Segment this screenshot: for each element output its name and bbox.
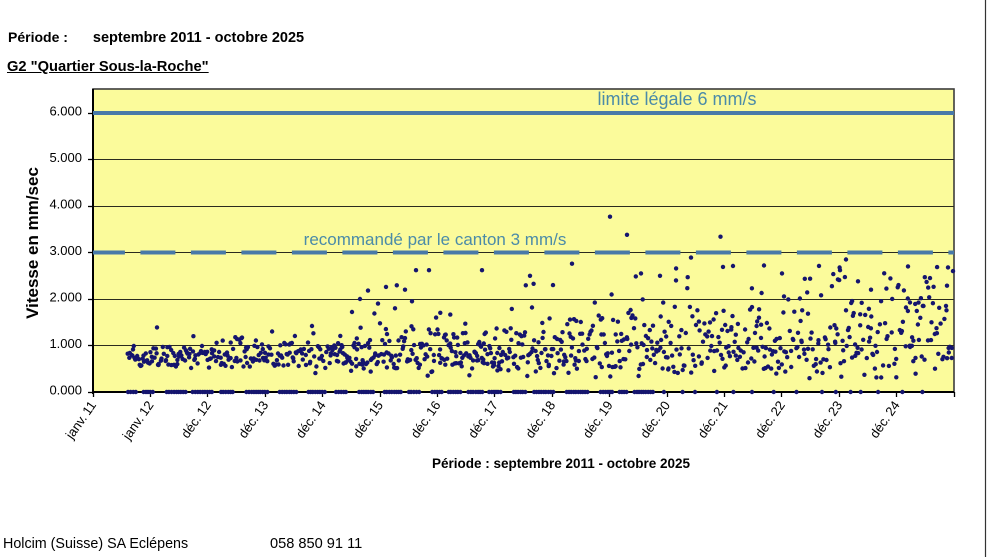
svg-text:janv. 11: janv. 11 <box>62 398 99 442</box>
svg-text:déc. 12: déc. 12 <box>178 398 214 441</box>
svg-text:janv. 12: janv. 12 <box>119 398 157 443</box>
svg-text:déc. 21: déc. 21 <box>694 398 730 441</box>
svg-text:déc. 17: déc. 17 <box>465 398 501 441</box>
svg-text:déc. 15: déc. 15 <box>350 398 386 441</box>
svg-text:3.000: 3.000 <box>49 243 82 258</box>
svg-text:déc. 20: déc. 20 <box>637 398 673 441</box>
svg-text:déc. 24: déc. 24 <box>867 398 903 441</box>
svg-text:2.000: 2.000 <box>49 290 82 305</box>
svg-text:déc. 16: déc. 16 <box>407 398 443 441</box>
svg-text:déc. 14: déc. 14 <box>293 398 329 441</box>
svg-text:5.000: 5.000 <box>49 150 82 165</box>
svg-text:1.000: 1.000 <box>49 336 82 351</box>
svg-text:déc. 19: déc. 19 <box>580 398 616 441</box>
svg-text:déc. 22: déc. 22 <box>752 398 788 441</box>
svg-text:Vitesse en mm/sec: Vitesse en mm/sec <box>23 167 42 319</box>
svg-text:limite légale 6 mm/s: limite légale 6 mm/s <box>597 89 756 109</box>
svg-text:6.000: 6.000 <box>49 104 82 119</box>
svg-text:déc. 13: déc. 13 <box>235 398 271 441</box>
svg-text:0.000: 0.000 <box>49 383 82 398</box>
svg-text:déc. 18: déc. 18 <box>522 398 558 441</box>
svg-text:déc. 23: déc. 23 <box>809 398 845 441</box>
svg-text:recommandé par le canton 3 mm/: recommandé par le canton 3 mm/s <box>304 230 567 249</box>
svg-text:4.000: 4.000 <box>49 197 82 212</box>
svg-text:Période : septembre 2011 - oct: Période : septembre 2011 - octobre 2025 <box>432 456 691 471</box>
